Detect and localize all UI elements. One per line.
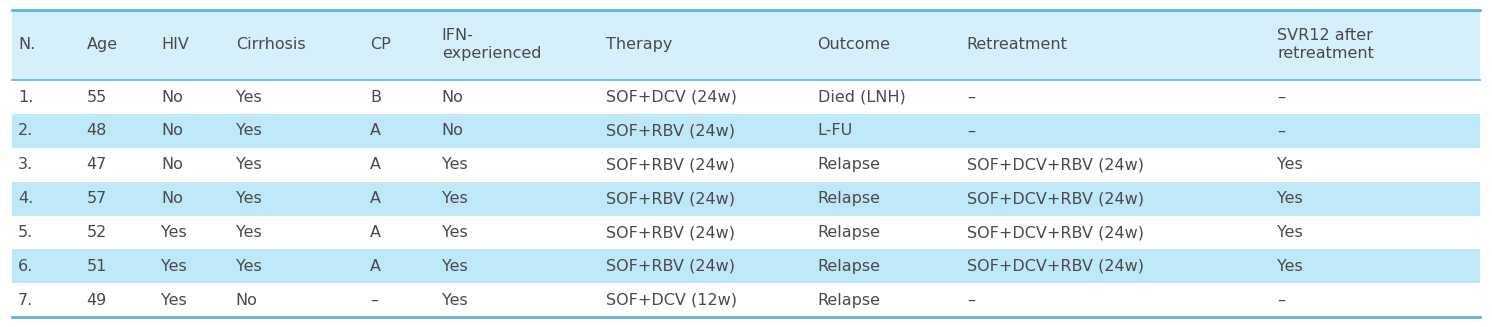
Text: 2.: 2. — [18, 123, 33, 138]
Text: Yes: Yes — [442, 225, 467, 240]
Bar — [12, 283, 1480, 317]
Text: 4.: 4. — [18, 191, 33, 206]
Text: 6.: 6. — [18, 259, 33, 274]
Text: 48: 48 — [87, 123, 107, 138]
Text: SOF+RBV (24w): SOF+RBV (24w) — [606, 225, 734, 240]
Text: 55: 55 — [87, 90, 107, 105]
Text: 57: 57 — [87, 191, 107, 206]
Text: –: – — [1277, 123, 1285, 138]
Text: Yes: Yes — [1277, 157, 1303, 172]
Text: –: – — [1277, 90, 1285, 105]
Text: Therapy: Therapy — [606, 38, 671, 52]
Bar — [12, 148, 1480, 182]
Text: A: A — [370, 123, 380, 138]
Text: Yes: Yes — [236, 123, 261, 138]
Bar — [12, 250, 1480, 283]
Text: SOF+DCV+RBV (24w): SOF+DCV+RBV (24w) — [967, 259, 1144, 274]
Text: SOF+RBV (24w): SOF+RBV (24w) — [606, 191, 734, 206]
Text: HIV: HIV — [161, 38, 189, 52]
Text: Yes: Yes — [442, 259, 467, 274]
Text: Outcome: Outcome — [818, 38, 891, 52]
Text: Yes: Yes — [1277, 259, 1303, 274]
Text: 51: 51 — [87, 259, 107, 274]
Text: A: A — [370, 157, 380, 172]
Text: Retreatment: Retreatment — [967, 38, 1068, 52]
Text: Yes: Yes — [161, 225, 186, 240]
Text: B: B — [370, 90, 380, 105]
Bar — [12, 215, 1480, 250]
Text: 1.: 1. — [18, 90, 33, 105]
Bar — [12, 10, 1480, 80]
Text: CP: CP — [370, 38, 391, 52]
Text: A: A — [370, 259, 380, 274]
Text: Relapse: Relapse — [818, 259, 880, 274]
Text: Relapse: Relapse — [818, 157, 880, 172]
Text: 52: 52 — [87, 225, 107, 240]
Text: 3.: 3. — [18, 157, 33, 172]
Text: N.: N. — [18, 38, 36, 52]
Text: Yes: Yes — [442, 157, 467, 172]
Text: No: No — [161, 90, 184, 105]
Text: SOF+DCV (12w): SOF+DCV (12w) — [606, 293, 737, 308]
Text: Yes: Yes — [236, 191, 261, 206]
Text: Yes: Yes — [236, 259, 261, 274]
Text: SOF+DCV+RBV (24w): SOF+DCV+RBV (24w) — [967, 225, 1144, 240]
Text: Yes: Yes — [236, 90, 261, 105]
Text: Age: Age — [87, 38, 118, 52]
Text: –: – — [967, 123, 974, 138]
Text: SOF+RBV (24w): SOF+RBV (24w) — [606, 259, 734, 274]
Text: Yes: Yes — [442, 191, 467, 206]
Text: Yes: Yes — [1277, 191, 1303, 206]
Text: No: No — [236, 293, 258, 308]
Text: Yes: Yes — [236, 225, 261, 240]
Bar — [12, 182, 1480, 215]
Text: Relapse: Relapse — [818, 191, 880, 206]
Bar — [12, 114, 1480, 148]
Text: SOF+RBV (24w): SOF+RBV (24w) — [606, 157, 734, 172]
Text: No: No — [442, 123, 464, 138]
Text: No: No — [161, 191, 184, 206]
Text: –: – — [370, 293, 377, 308]
Text: L-FU: L-FU — [818, 123, 853, 138]
Text: Died (LNH): Died (LNH) — [818, 90, 906, 105]
Text: 47: 47 — [87, 157, 107, 172]
Text: Yes: Yes — [161, 259, 186, 274]
Text: Yes: Yes — [161, 293, 186, 308]
Text: SOF+RBV (24w): SOF+RBV (24w) — [606, 123, 734, 138]
Text: –: – — [1277, 293, 1285, 308]
Text: SVR12 after
retreatment: SVR12 after retreatment — [1277, 28, 1374, 61]
Text: SOF+DCV+RBV (24w): SOF+DCV+RBV (24w) — [967, 157, 1144, 172]
Text: 49: 49 — [87, 293, 107, 308]
Text: No: No — [161, 123, 184, 138]
Text: 5.: 5. — [18, 225, 33, 240]
Text: A: A — [370, 225, 380, 240]
Text: SOF+DCV+RBV (24w): SOF+DCV+RBV (24w) — [967, 191, 1144, 206]
Text: No: No — [161, 157, 184, 172]
Text: Yes: Yes — [442, 293, 467, 308]
Text: –: – — [967, 90, 974, 105]
Text: Yes: Yes — [1277, 225, 1303, 240]
Text: Cirrhosis: Cirrhosis — [236, 38, 306, 52]
Text: –: – — [967, 293, 974, 308]
Text: A: A — [370, 191, 380, 206]
Bar — [12, 80, 1480, 114]
Text: Relapse: Relapse — [818, 293, 880, 308]
Text: IFN-
experienced: IFN- experienced — [442, 28, 542, 61]
Text: Relapse: Relapse — [818, 225, 880, 240]
Text: No: No — [442, 90, 464, 105]
Text: Yes: Yes — [236, 157, 261, 172]
Text: SOF+DCV (24w): SOF+DCV (24w) — [606, 90, 737, 105]
Text: 7.: 7. — [18, 293, 33, 308]
